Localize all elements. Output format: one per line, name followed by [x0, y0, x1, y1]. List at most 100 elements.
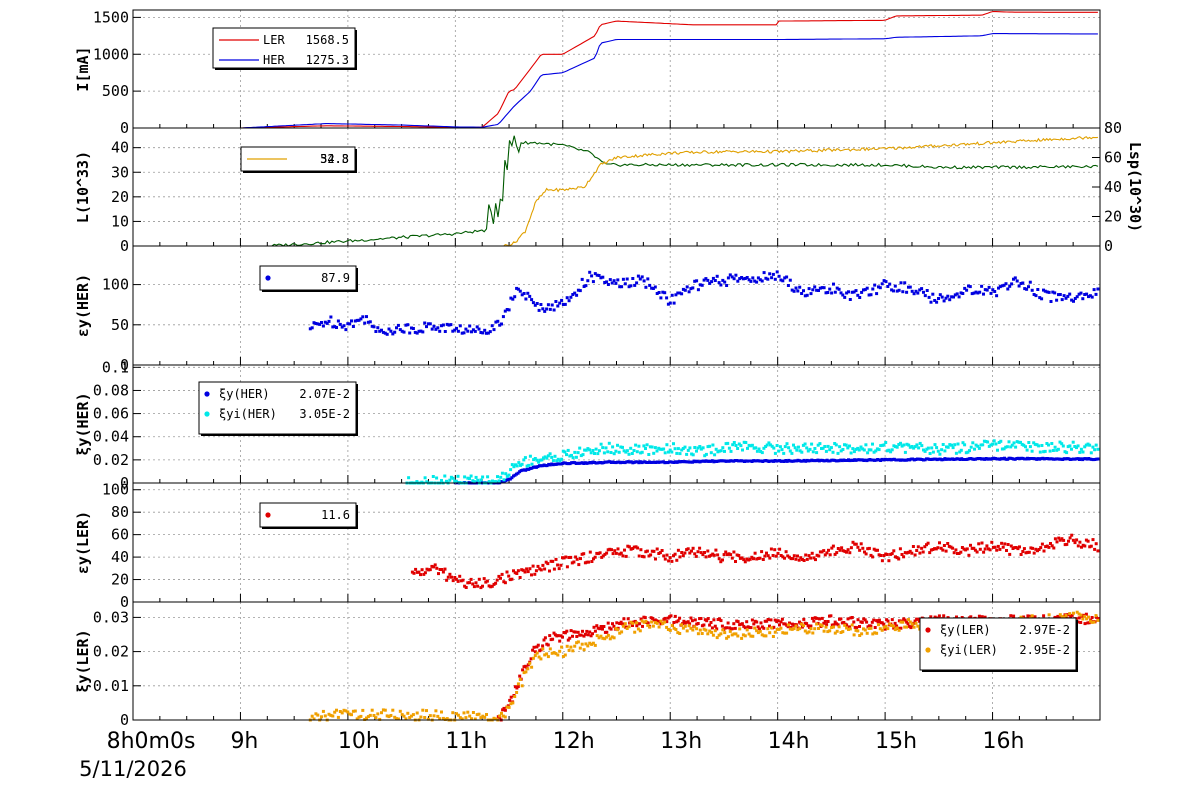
- data-point: [912, 292, 916, 296]
- data-point: [900, 458, 904, 462]
- data-point: [911, 457, 915, 461]
- data-point: [533, 303, 537, 307]
- data-point: [749, 626, 753, 630]
- data-point: [725, 636, 729, 640]
- data-point: [590, 274, 594, 278]
- data-point: [340, 711, 344, 715]
- y-right-tick-label: 20: [1104, 208, 1122, 226]
- data-point: [521, 668, 525, 672]
- legend-marker: [204, 411, 210, 417]
- data-point: [897, 288, 901, 292]
- data-point: [977, 457, 980, 460]
- data-point: [695, 459, 699, 463]
- data-point: [515, 286, 519, 290]
- data-point: [946, 294, 950, 298]
- data-point: [752, 557, 755, 561]
- data-point: [860, 290, 864, 294]
- data-point: [793, 459, 797, 463]
- data-point: [599, 634, 603, 638]
- data-point: [962, 547, 966, 551]
- data-point: [929, 615, 933, 619]
- data-point: [435, 566, 439, 570]
- data-point: [743, 560, 747, 564]
- data-point: [790, 451, 794, 455]
- data-point: [915, 549, 919, 552]
- data-point: [531, 301, 535, 305]
- data-point: [831, 544, 835, 548]
- data-point: [644, 285, 648, 289]
- data-point: [1027, 441, 1031, 444]
- data-point: [520, 568, 524, 572]
- data-point: [422, 572, 426, 576]
- data-point: [740, 622, 744, 626]
- data-point: [548, 452, 552, 456]
- data-point: [610, 281, 614, 285]
- data-point: [632, 449, 636, 452]
- data-point: [726, 621, 730, 625]
- legend-value: 11.6: [321, 508, 350, 522]
- data-point: [952, 551, 956, 555]
- data-point: [655, 621, 659, 625]
- data-point: [642, 620, 646, 624]
- data-point: [883, 627, 887, 631]
- data-point: [926, 541, 930, 545]
- data-point: [573, 450, 577, 454]
- data-point: [357, 715, 361, 719]
- data-point: [957, 552, 961, 555]
- data-point: [636, 546, 640, 550]
- data-point: [355, 717, 359, 721]
- data-point: [623, 622, 627, 626]
- data-point: [852, 633, 856, 637]
- data-point: [515, 572, 519, 575]
- data-point: [813, 627, 817, 631]
- data-point: [1057, 536, 1061, 540]
- data-point: [361, 708, 365, 712]
- data-point: [653, 285, 657, 289]
- data-point: [767, 441, 771, 445]
- data-point: [639, 548, 643, 552]
- data-point: [1006, 287, 1010, 291]
- data-point: [912, 446, 916, 450]
- data-point: [1025, 287, 1029, 291]
- data-point: [368, 713, 372, 717]
- data-point: [865, 620, 869, 624]
- data-point: [1088, 443, 1092, 447]
- data-point: [907, 550, 910, 554]
- data-point: [522, 292, 526, 295]
- data-point: [721, 558, 724, 562]
- panel-frame: [132, 482, 1101, 603]
- data-point: [1096, 457, 1100, 461]
- data-point: [515, 464, 519, 468]
- data-point: [759, 450, 763, 453]
- data-point: [925, 543, 928, 547]
- data-point: [607, 441, 611, 445]
- data-point: [601, 554, 605, 558]
- data-point: [665, 553, 669, 557]
- data-point: [1033, 457, 1037, 461]
- data-point: [874, 548, 878, 552]
- data-point: [580, 277, 584, 281]
- data-point: [575, 557, 579, 561]
- data-point: [521, 568, 525, 572]
- data-point: [620, 285, 624, 289]
- data-point: [669, 614, 673, 618]
- data-point: [675, 558, 679, 562]
- data-point: [543, 567, 547, 571]
- data-point: [905, 551, 909, 555]
- legend-box: [919, 617, 1077, 671]
- data-point: [778, 445, 782, 449]
- data-point: [947, 544, 951, 548]
- data-point: [897, 443, 901, 446]
- data-point: [454, 577, 458, 581]
- data-point: [761, 558, 765, 561]
- panel-4: 00.020.040.060.080.1ξy(HER) ξy(HER) 2.07E-…: [74, 358, 1101, 492]
- data-point: [1036, 288, 1040, 291]
- data-point: [655, 449, 659, 453]
- data-point: [541, 464, 544, 468]
- data-point: [820, 624, 824, 628]
- data-point: [682, 619, 686, 623]
- data-point: [880, 457, 884, 461]
- data-point: [456, 713, 460, 717]
- data-point: [451, 579, 455, 583]
- data-point: [871, 555, 875, 559]
